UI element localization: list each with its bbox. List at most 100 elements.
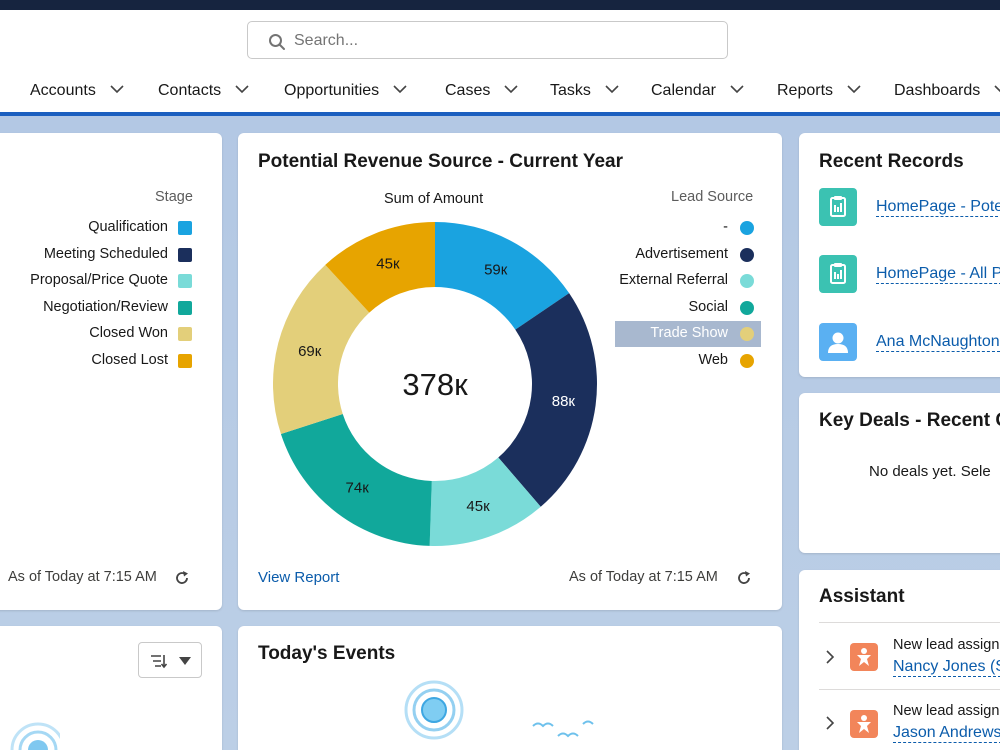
nav-item-opportunities[interactable]: Opportunities	[284, 82, 407, 106]
search-input[interactable]: Search...	[294, 32, 359, 49]
chevron-down-icon[interactable]	[504, 85, 518, 94]
nav-item-label: Contacts	[158, 82, 222, 99]
empty-state-text: No deals yet. Sele	[869, 463, 991, 480]
stage-legend-swatch	[178, 300, 192, 315]
card-title: Key Deals - Recent C	[819, 410, 1000, 431]
donut-slice-label: 45к	[376, 255, 400, 272]
lead-source-legend-label[interactable]: Advertisement	[635, 245, 728, 262]
donut-slice-3[interactable]	[280, 413, 432, 546]
chevron-right-icon[interactable]	[825, 716, 835, 730]
lead-source-legend-label[interactable]: Trade Show	[650, 325, 728, 341]
contact-icon	[819, 323, 857, 361]
donut-chart: 59к 88к 45к 74к 69к 45к 378к	[273, 222, 597, 546]
refresh-icon[interactable]	[736, 570, 752, 586]
lead-icon	[850, 710, 878, 738]
decorative-radar-icon	[10, 722, 60, 750]
stage-legend-label: Negotiation/Review	[43, 298, 168, 315]
refresh-icon[interactable]	[174, 570, 190, 586]
lead-source-legend-label[interactable]: -	[723, 219, 728, 235]
card-title: Assistant	[819, 586, 905, 607]
stage-legend-title: Stage	[155, 189, 193, 205]
chart-subtitle: Sum of Amount	[384, 191, 484, 207]
lead-icon	[850, 643, 878, 671]
nav-active-underline	[0, 112, 1000, 116]
stage-legend-label: Closed Lost	[91, 351, 168, 368]
sort-dropdown-button[interactable]	[138, 642, 202, 678]
chevron-down-icon[interactable]	[110, 85, 124, 94]
clipboard-icon	[819, 255, 857, 293]
key-deals-card: Key Deals - Recent C No deals yet. Sele	[799, 393, 1000, 553]
stage-legend-label: Meeting Scheduled	[43, 245, 168, 262]
stage-legend-swatch	[178, 353, 192, 368]
recent-record-link[interactable]: HomePage - Pote	[876, 198, 1000, 217]
nav-item-label: Accounts	[30, 82, 96, 99]
recent-records-card: Recent Records HomePage - Pote HomePage …	[799, 133, 1000, 377]
nav-item-calendar[interactable]: Calendar	[651, 82, 744, 106]
lead-source-legend-label[interactable]: Web	[698, 351, 728, 368]
stage-legend-label: Closed Won	[89, 325, 168, 341]
lead-source-legend-dot	[740, 300, 754, 315]
view-report-link[interactable]: View Report	[258, 569, 340, 586]
lead-source-legend-label[interactable]: External Referral	[619, 272, 728, 288]
nav-bar: Accounts Contacts Opportunities Cases Ta…	[0, 76, 1000, 112]
chevron-down-icon[interactable]	[994, 85, 1000, 94]
chevron-down-icon[interactable]	[730, 85, 744, 94]
donut-slice-1[interactable]	[498, 293, 597, 507]
bottom-left-card	[0, 626, 222, 750]
stage-chart-card: Stage Qualification Meeting Scheduled Prop…	[0, 133, 222, 610]
chevron-down-icon[interactable]	[235, 85, 249, 94]
decorative-radar-icon	[404, 680, 464, 740]
lead-source-legend-title: Lead Source	[671, 189, 754, 205]
chevron-down-icon[interactable]	[605, 85, 619, 94]
nav-item-label: Calendar	[651, 82, 716, 99]
chevron-right-icon[interactable]	[825, 650, 835, 664]
donut-slice-label: 59к	[484, 262, 508, 279]
assistant-item-text: New lead assign	[893, 703, 1000, 719]
nav-item-dashboards[interactable]: Dashboards	[894, 82, 1000, 106]
top-system-bar	[0, 0, 1000, 10]
assistant-item-link[interactable]: Nancy Jones (S	[893, 658, 1000, 677]
assistant-item-text: New lead assign	[893, 637, 1000, 653]
recent-record-link[interactable]: HomePage - All P	[876, 265, 1000, 284]
stage-legend-swatch	[178, 274, 192, 288]
donut-slice-label: 45к	[466, 498, 490, 515]
nav-item-label: Cases	[445, 82, 491, 99]
sort-icon	[151, 655, 167, 669]
lead-source-legend-label[interactable]: Social	[688, 298, 729, 315]
donut-slice-label: 69к	[298, 343, 322, 360]
nav-item-accounts[interactable]: Accounts	[30, 82, 124, 106]
donut-slice-4[interactable]	[273, 264, 370, 435]
todays-events-card: Today's Events	[238, 626, 782, 750]
stage-legend-swatch	[178, 247, 192, 262]
nav-item-label: Dashboards	[894, 82, 981, 99]
assistant-item-link[interactable]: Jason Andrews	[893, 724, 1000, 743]
divider	[819, 689, 1000, 690]
nav-item-tasks[interactable]: Tasks	[550, 82, 619, 106]
divider	[819, 622, 1000, 623]
donut-slice-5[interactable]	[325, 222, 435, 313]
lead-source-legend-dot	[740, 221, 754, 235]
donut-slice-0[interactable]	[435, 222, 570, 330]
global-header: Search... Accounts Contacts Opportunitie…	[0, 10, 1000, 116]
lead-source-legend-dot	[740, 274, 754, 288]
stage-legend-swatch	[178, 221, 192, 235]
recent-record-link[interactable]: Ana McNaughton	[876, 333, 1000, 352]
stage-legend-label: Proposal/Price Quote	[30, 272, 168, 288]
global-search-box[interactable]: Search...	[247, 21, 728, 59]
nav-item-contacts[interactable]: Contacts	[158, 82, 249, 106]
nav-item-label: Reports	[777, 82, 834, 99]
donut-slice-2[interactable]	[429, 457, 541, 546]
caret-down-icon	[179, 657, 191, 665]
chevron-down-icon[interactable]	[847, 85, 861, 94]
nav-item-reports[interactable]: Reports	[777, 82, 861, 106]
donut-center-total: 378к	[402, 367, 468, 402]
donut-slice-label: 74к	[346, 479, 370, 496]
search-icon	[269, 34, 285, 50]
decorative-birds-icon	[532, 720, 594, 738]
chevron-down-icon[interactable]	[393, 85, 407, 94]
revenue-timestamp: As of Today at 7:15 AM	[569, 569, 718, 585]
stage-legend-swatch	[178, 327, 192, 341]
nav-item-label: Tasks	[550, 82, 591, 99]
revenue-chart-card: Potential Revenue Source - Current Year …	[238, 133, 782, 610]
nav-item-cases[interactable]: Cases	[445, 82, 518, 106]
